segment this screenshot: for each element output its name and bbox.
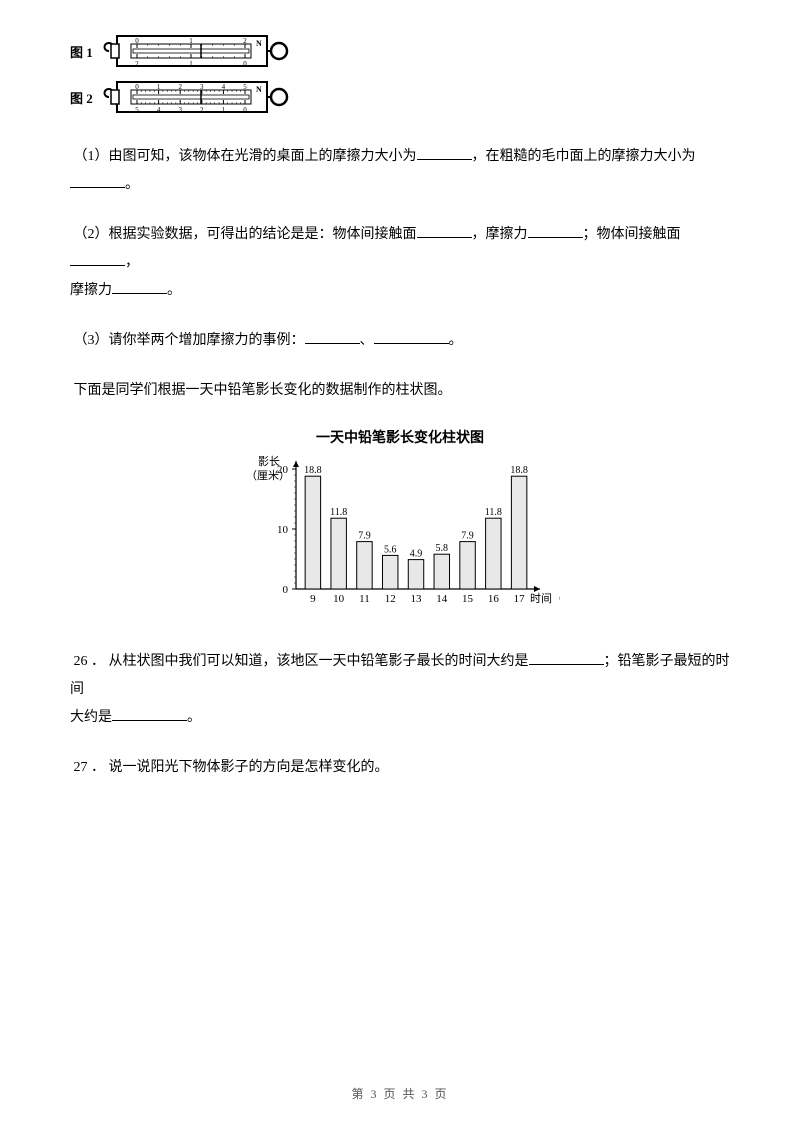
svg-text:20: 20 — [277, 464, 289, 476]
q1-end: 。 — [125, 177, 139, 192]
svg-text:13: 13 — [411, 593, 423, 605]
q3-prefix: （3）请你举两个增加摩擦力的事例： — [74, 333, 305, 348]
svg-text:0: 0 — [135, 37, 139, 45]
q2-blank-1 — [417, 222, 472, 238]
q26-line2: 大约是 — [70, 710, 112, 725]
svg-text:3: 3 — [178, 106, 182, 114]
svg-text:1: 1 — [157, 83, 161, 91]
svg-text:4.9: 4.9 — [410, 549, 423, 560]
q1-mid: ，在粗糙的毛巾面上的摩擦力大小为 — [472, 149, 696, 164]
svg-text:10: 10 — [333, 593, 345, 605]
q26-prefix: 从柱状图中我们可以知道，该地区一天中铅笔影子最长的时间大约是 — [109, 654, 529, 669]
q2-p3: ；物体间接触面 — [583, 227, 681, 242]
svg-text:1: 1 — [189, 37, 193, 45]
chart-intro-text: 下面是同学们根据一天中铅笔影长变化的数据制作的柱状图。 — [74, 383, 452, 398]
question-3: （3）请你举两个增加摩擦力的事例： 、 。 — [70, 327, 730, 355]
svg-text:3: 3 — [200, 83, 204, 91]
q3-end: 。 — [449, 333, 463, 348]
svg-text:4: 4 — [157, 106, 161, 114]
svg-text:18.8: 18.8 — [510, 465, 527, 476]
svg-text:2: 2 — [178, 83, 182, 91]
q2-prefix: （2）根据实验数据，可得出的结论是是：物体间接触面 — [74, 227, 417, 242]
q27-num: 27 ． — [74, 760, 106, 775]
bar-chart-container: 一天中铅笔影长变化柱状图 影长（厘米）0102018.8911.8107.911… — [70, 427, 730, 623]
svg-text:12: 12 — [385, 593, 396, 605]
scale-1-label: 图 1 — [70, 42, 93, 61]
question-1: （1）由图可知，该物体在光滑的桌面上的摩擦力大小为 ，在粗糙的毛巾面上的摩擦力大小… — [70, 143, 730, 199]
svg-text:5.8: 5.8 — [436, 543, 449, 554]
q2-p5: 摩擦力 — [70, 283, 112, 298]
svg-text:N: N — [256, 85, 262, 94]
q2-blank-4 — [112, 278, 167, 294]
q2-blank-2 — [528, 222, 583, 238]
svg-text:16: 16 — [488, 593, 500, 605]
svg-text:11.8: 11.8 — [485, 507, 502, 518]
svg-text:7.9: 7.9 — [358, 531, 371, 542]
q3-blank-2 — [374, 328, 449, 344]
question-2: （2）根据实验数据，可得出的结论是是：物体间接触面 ，摩擦力 ；物体间接触面 ， 摩擦… — [70, 221, 730, 305]
question-26: 26 ． 从柱状图中我们可以知道，该地区一天中铅笔影子最长的时间大约是；铅笔影子… — [70, 648, 730, 732]
svg-text:10: 10 — [277, 524, 289, 536]
svg-text:N: N — [256, 39, 262, 48]
bar-chart-svg: 影长（厘米）0102018.8911.8107.9115.6124.9135.8… — [240, 453, 560, 618]
svg-text:4: 4 — [221, 83, 225, 91]
q26-blank-2 — [112, 705, 187, 721]
svg-text:7.9: 7.9 — [461, 531, 474, 542]
q2-p2: ，摩擦力 — [472, 227, 528, 242]
svg-text:1: 1 — [221, 106, 225, 114]
svg-text:14: 14 — [436, 593, 448, 605]
svg-text:18.8: 18.8 — [304, 465, 322, 476]
q27-text: 说一说阳光下物体影子的方向是怎样变化的。 — [109, 760, 389, 775]
q26-blank-1 — [529, 649, 604, 665]
svg-text:0: 0 — [243, 106, 247, 114]
svg-text:11.8: 11.8 — [330, 507, 347, 518]
spring-scale-2-svg: 5 0 4 1 3 2 2 3 1 4 0 5 N — [101, 76, 301, 118]
chart-title: 一天中铅笔影长变化柱状图 — [70, 427, 730, 447]
svg-text:11: 11 — [359, 593, 370, 605]
svg-text:0: 0 — [243, 60, 247, 68]
svg-text:5.6: 5.6 — [384, 544, 397, 555]
svg-text:2: 2 — [243, 37, 247, 45]
chart-intro: 下面是同学们根据一天中铅笔影长变化的数据制作的柱状图。 — [70, 377, 730, 405]
q3-sep: 、 — [360, 333, 374, 348]
q2-blank-3 — [70, 250, 125, 266]
scale-2-label: 图 2 — [70, 88, 93, 107]
q3-blank-1 — [305, 328, 360, 344]
svg-text:2: 2 — [200, 106, 204, 114]
q1-prefix: （1）由图可知，该物体在光滑的桌面上的摩擦力大小为 — [74, 149, 417, 164]
svg-text:0: 0 — [283, 584, 289, 596]
q2-end: 。 — [167, 283, 181, 298]
q1-blank-2 — [70, 172, 125, 188]
q2-p4: ， — [125, 255, 139, 270]
spring-scale-figures: 图 1 2 0 1 1 0 2 N 图 2 5 0 4 1 3 2 2 3 1 4 0 5 N — [70, 30, 730, 118]
q26-end: 。 — [187, 710, 201, 725]
question-27: 27 ． 说一说阳光下物体影子的方向是怎样变化的。 — [70, 754, 730, 782]
svg-text:时间（时）: 时间（时） — [530, 592, 560, 605]
svg-text:1: 1 — [189, 60, 193, 68]
svg-text:5: 5 — [135, 106, 139, 114]
spring-scale-2: 图 2 5 0 4 1 3 2 2 3 1 4 0 5 N — [70, 76, 730, 118]
spring-scale-1: 图 1 2 0 1 1 0 2 N — [70, 30, 730, 72]
svg-text:0: 0 — [135, 83, 139, 91]
q26-num: 26 ． — [74, 654, 106, 669]
svg-text:9: 9 — [310, 593, 316, 605]
svg-text:15: 15 — [462, 593, 474, 605]
svg-text:17: 17 — [514, 593, 526, 605]
spring-scale-1-svg: 2 0 1 1 0 2 N — [101, 30, 301, 72]
svg-text:5: 5 — [243, 83, 247, 91]
q1-blank-1 — [417, 144, 472, 160]
svg-text:2: 2 — [135, 60, 139, 68]
page-footer: 第 3 页 共 3 页 — [0, 1085, 800, 1102]
